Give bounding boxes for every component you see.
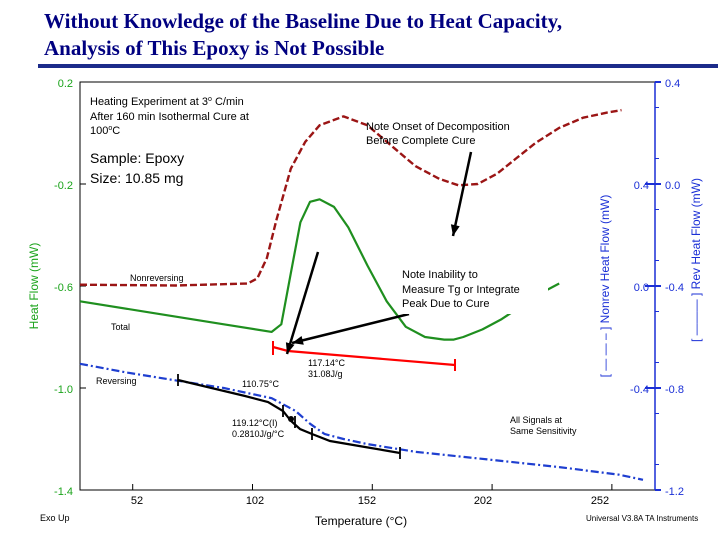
series-label-total: Total xyxy=(111,322,130,332)
left-axis-title: Heat Flow (mW) xyxy=(27,243,41,330)
tg-analysis-segment xyxy=(177,378,401,455)
annotation-sample: Sample: Epoxy xyxy=(90,150,184,166)
title-line-1: Without Knowledge of the Baseline Due to… xyxy=(44,9,563,33)
decomposition-arrow-head xyxy=(450,224,460,236)
left-tick-label: -0.2 xyxy=(54,180,73,192)
total-line xyxy=(79,198,560,341)
x-tick-label: 102 xyxy=(246,495,264,507)
x-tick-label: 52 xyxy=(131,495,143,507)
rev-tick-label: 0.4 xyxy=(665,78,680,90)
x-axis-labels: 52 102 152 202 252 xyxy=(131,495,609,507)
inability-arrow xyxy=(291,312,410,345)
tg-arrow xyxy=(285,251,320,355)
series-label-nonreversing: Nonreversing xyxy=(130,273,184,283)
annotation-same-sensitivity: All Signals at xyxy=(510,415,563,425)
x-tick-label: 252 xyxy=(591,495,609,507)
annotation-onset: 117.14°C xyxy=(308,358,345,368)
annotation-inability: Note Inability to xyxy=(402,269,478,281)
rev-tick-label: 0.0 xyxy=(665,180,680,192)
series-label-reversing: Reversing xyxy=(96,376,137,386)
annotation-onset: 31.08J/g xyxy=(308,369,343,379)
title-rule xyxy=(38,64,718,68)
left-tick-label: -0.6 xyxy=(54,282,73,294)
rev-tick-label: -0.8 xyxy=(665,384,684,396)
annotation-decomposition: Before Complete Cure xyxy=(366,135,475,147)
exo-up-label: Exo Up xyxy=(40,513,70,523)
nonrev-axis-title: [ — — – ] Nonrev Heat Flow (mW) xyxy=(598,195,612,378)
left-axis-labels: 0.2 -0.2 -0.6 -1.0 -1.4 xyxy=(54,78,73,498)
nonrev-tick-label: 0.4 xyxy=(634,180,649,192)
annotation-decomposition: Note Onset of Decomposition xyxy=(366,121,510,133)
rev-tick-label: -1.2 xyxy=(665,486,684,498)
annotation-same-sensitivity: Same Sensitivity xyxy=(510,426,577,436)
left-tick-label: 0.2 xyxy=(58,78,73,90)
left-tick-label: -1.0 xyxy=(54,384,73,396)
rev-axis-title: [ ——— ] Rev Heat Flow (mW) xyxy=(689,178,703,342)
annotation-inability: Measure Tg or Integrate xyxy=(402,284,520,296)
nonrev-tick-label: 0.0 xyxy=(634,282,649,294)
inability-arrow-head xyxy=(292,336,304,345)
instrument-label: Universal V3.8A TA Instruments xyxy=(586,514,698,523)
tg-inflection-dot xyxy=(288,416,294,422)
annotation-sample: Size: 10.85 mg xyxy=(90,170,183,186)
nonrev-axis-labels: 0.4 0.0 -0.4 xyxy=(630,180,649,396)
nonreversing-line xyxy=(79,108,622,287)
annotation-heating: After 160 min Isothermal Cure at xyxy=(90,111,249,123)
annotations: Heating Experiment at 3o C/min After 160… xyxy=(90,96,577,439)
annotation-tg2: 119.12°C(I) xyxy=(232,418,277,428)
axis-ticks xyxy=(80,81,661,491)
tg-arrow-head xyxy=(285,342,295,354)
rev-tick-label: -0.4 xyxy=(665,282,684,294)
x-tick-label: 152 xyxy=(358,495,376,507)
annotation-tg2: 0.2810J/g/°C xyxy=(232,429,285,439)
left-tick-label: -1.4 xyxy=(54,486,73,498)
annotation-heating: 100oC xyxy=(90,125,120,137)
decomposition-arrow xyxy=(451,151,473,237)
x-axis-title: Temperature (°C) xyxy=(315,514,407,528)
onset-baseline-segment xyxy=(272,345,456,367)
annotation-inability-bg xyxy=(398,264,548,314)
annotation-heating: Heating Experiment at 3o C/min xyxy=(90,96,244,108)
x-tick-label: 202 xyxy=(474,495,492,507)
title-line-2: Analysis of This Epoxy is Not Possible xyxy=(44,36,385,60)
annotation-tg1: 110.75°C xyxy=(242,379,279,389)
rev-axis-labels: 0.4 0.0 -0.4 -0.8 -1.2 xyxy=(665,78,684,498)
annotation-inability: Peak Due to Cure xyxy=(402,298,489,310)
page-title: Without Knowledge of the Baseline Due to… xyxy=(44,8,714,62)
overlay-layer xyxy=(177,151,473,459)
nonrev-tick-label: -0.4 xyxy=(630,384,649,396)
